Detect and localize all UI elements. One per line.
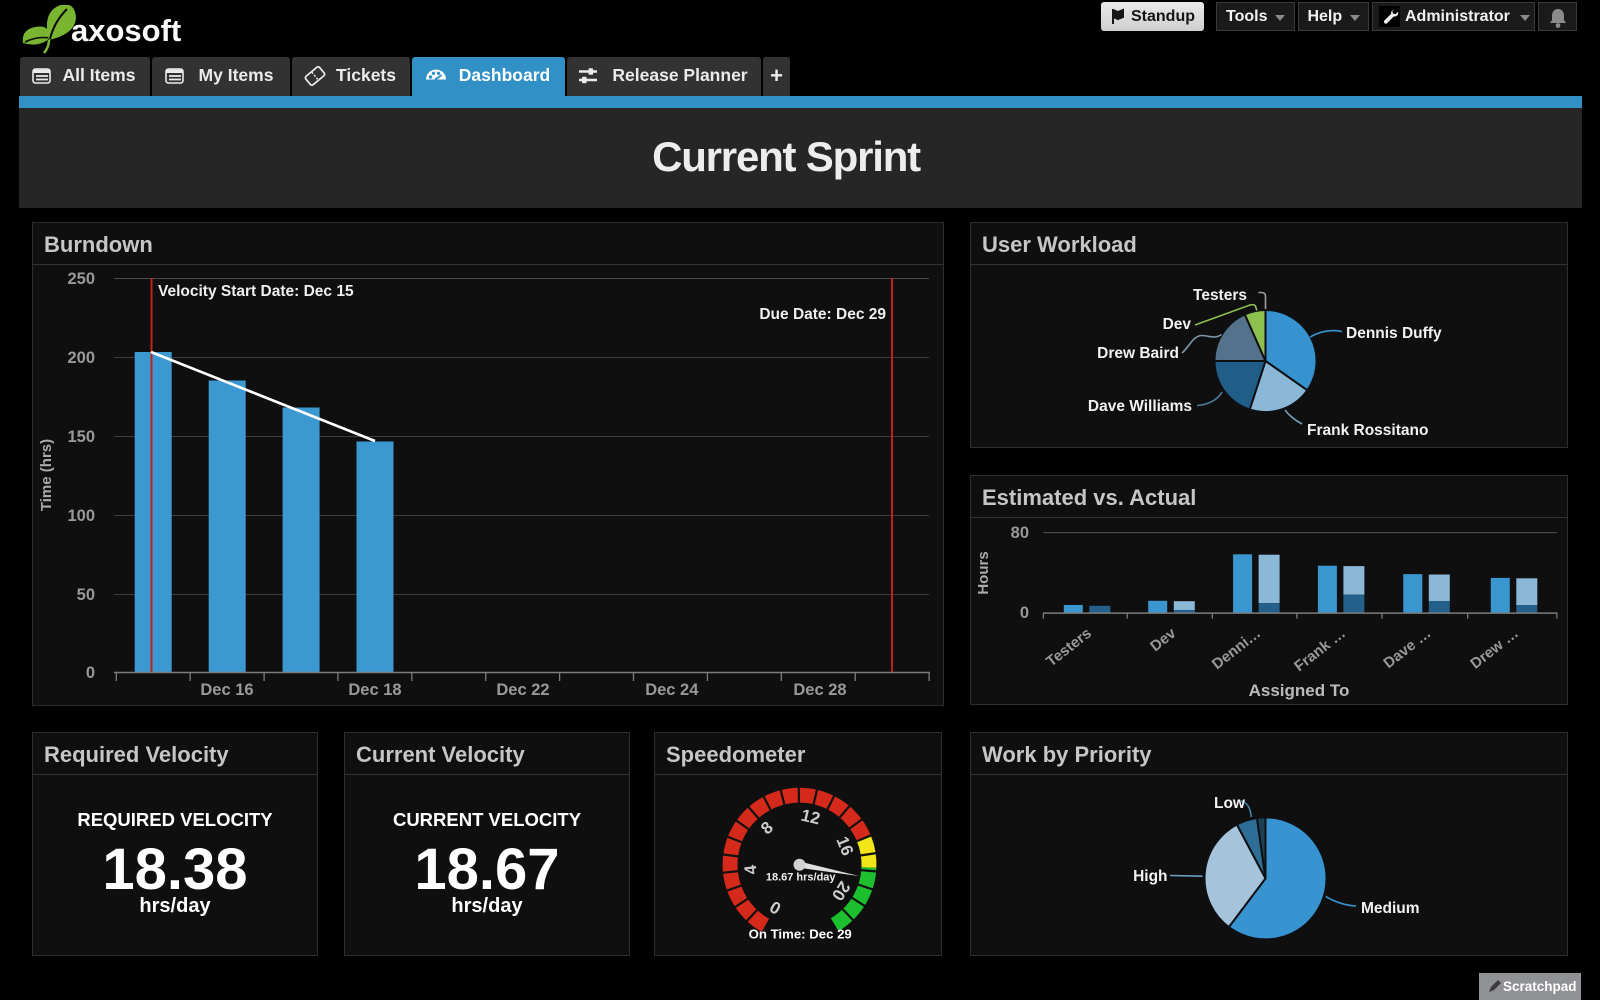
- svg-text:0: 0: [767, 897, 785, 918]
- svg-text:Dev: Dev: [1147, 624, 1180, 655]
- svg-text:Testers: Testers: [1043, 625, 1095, 671]
- svg-text:Dec 16: Dec 16: [200, 681, 253, 699]
- svg-text:12: 12: [799, 806, 822, 829]
- svg-text:Denni…: Denni…: [1209, 625, 1264, 673]
- svg-text:Dec 24: Dec 24: [645, 681, 699, 699]
- svg-text:Drew …: Drew …: [1467, 625, 1521, 673]
- svg-text:80: 80: [1011, 524, 1029, 542]
- svg-text:100: 100: [67, 507, 95, 525]
- svg-text:Drew Baird: Drew Baird: [1097, 345, 1179, 362]
- svg-text:Assigned To: Assigned To: [1249, 681, 1350, 700]
- svg-text:16: 16: [832, 834, 857, 859]
- svg-text:200: 200: [67, 349, 95, 367]
- svg-text:4: 4: [741, 864, 761, 876]
- svg-text:0: 0: [86, 664, 95, 682]
- svg-text:50: 50: [77, 586, 95, 604]
- svg-text:Dev: Dev: [1163, 316, 1192, 333]
- svg-text:On Time: Dec 29: On Time: Dec 29: [749, 927, 852, 942]
- svg-text:Medium: Medium: [1361, 900, 1420, 917]
- svg-text:High: High: [1133, 868, 1167, 885]
- svg-text:Frank …: Frank …: [1291, 625, 1349, 675]
- svg-text:Low: Low: [1214, 795, 1246, 812]
- svg-text:250: 250: [67, 270, 95, 288]
- svg-text:Dec 28: Dec 28: [793, 681, 846, 699]
- svg-text:Dec 22: Dec 22: [496, 681, 549, 699]
- svg-text:150: 150: [67, 428, 95, 446]
- svg-text:Time (hrs): Time (hrs): [38, 439, 55, 511]
- svg-text:Due Date: Dec 29: Due Date: Dec 29: [759, 306, 886, 323]
- svg-text:Velocity Start Date: Dec 15: Velocity Start Date: Dec 15: [158, 283, 354, 300]
- svg-text:Dec 18: Dec 18: [348, 681, 401, 699]
- svg-text:0: 0: [1020, 604, 1029, 622]
- svg-text:Frank Rossitano: Frank Rossitano: [1307, 422, 1428, 439]
- svg-text:18.67 hrs/day: 18.67 hrs/day: [766, 872, 837, 884]
- svg-text:8: 8: [757, 818, 777, 839]
- svg-text:Dave …: Dave …: [1380, 625, 1434, 672]
- svg-text:Testers: Testers: [1193, 287, 1247, 304]
- svg-text:Hours: Hours: [975, 551, 992, 594]
- svg-text:Dennis Duffy: Dennis Duffy: [1346, 325, 1442, 342]
- svg-text:Dave Williams: Dave Williams: [1088, 398, 1192, 415]
